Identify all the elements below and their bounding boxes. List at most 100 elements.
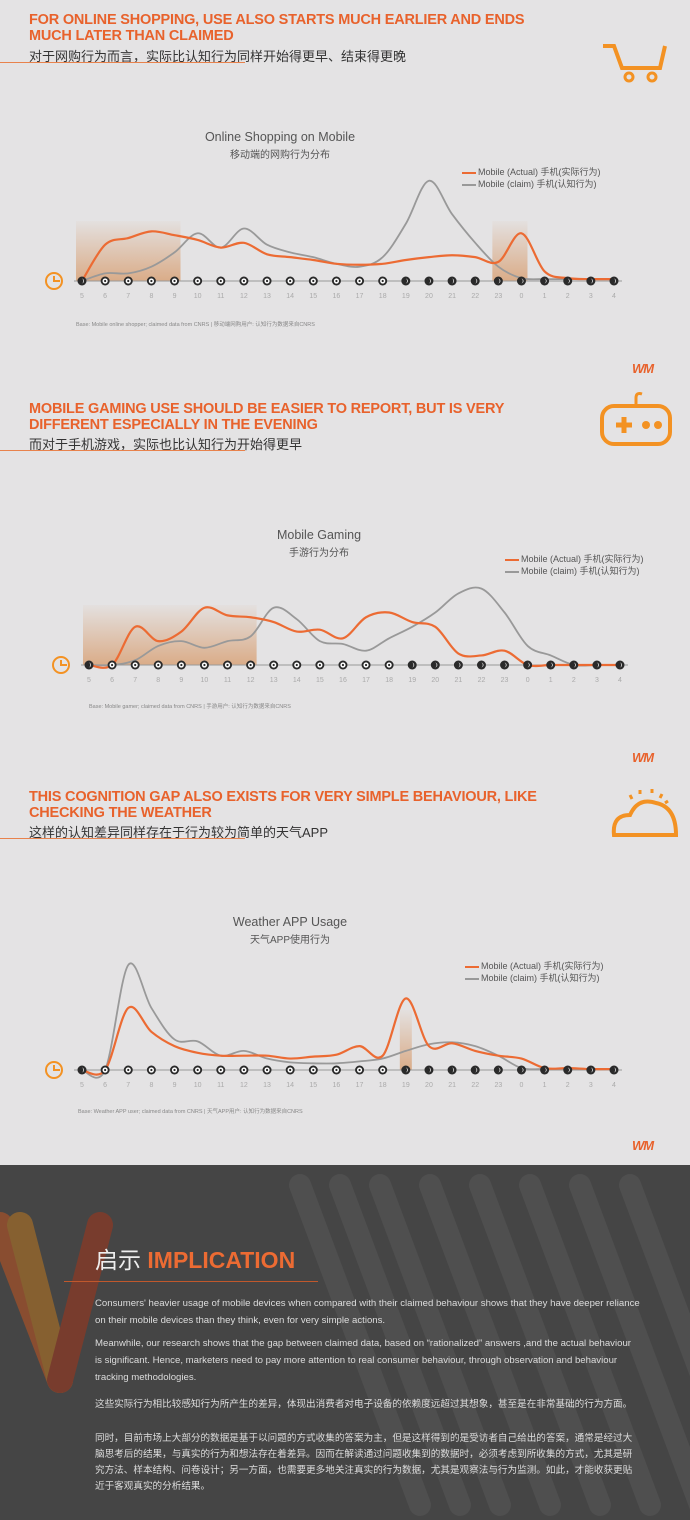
x-tick-label: 22	[471, 1082, 479, 1089]
x-tick-label: 5	[80, 1082, 84, 1089]
moon-marker-icon	[567, 1067, 570, 1073]
x-tick-label: 6	[103, 293, 107, 300]
moon-marker-icon	[457, 662, 461, 668]
x-tick-label: 14	[286, 1082, 294, 1089]
sun-marker-icon	[127, 1068, 130, 1072]
chart-3-title: Weather APP Usage 天气APP使用行为	[232, 915, 348, 946]
moon-marker-icon	[77, 276, 87, 286]
x-tick-label: 20	[425, 293, 433, 300]
sun-cloud-icon	[611, 789, 679, 837]
x-tick-label: 0	[526, 677, 530, 684]
x-tick-label: 14	[293, 677, 301, 684]
chart-2-title: Mobile Gaming 手游行为分布	[276, 528, 362, 559]
x-tick-label: 17	[356, 1082, 364, 1089]
moon-marker-icon	[401, 1065, 411, 1075]
x-tick-label: 8	[149, 293, 153, 300]
paragraph: Meanwhile, our research shows that the g…	[95, 1338, 631, 1383]
moon-marker-icon	[586, 1065, 596, 1075]
highlight-region	[492, 221, 528, 281]
wm-logo: WM	[632, 1138, 654, 1153]
moon-marker-icon	[500, 660, 510, 670]
moon-marker-icon	[596, 662, 599, 668]
x-tick-label: 13	[263, 293, 271, 300]
moon-marker-icon	[544, 278, 547, 284]
moon-marker-icon	[77, 1065, 87, 1075]
moon-marker-icon	[540, 1065, 550, 1075]
sun-marker-icon	[312, 279, 315, 283]
x-tick-label: 6	[110, 677, 114, 684]
x-tick-label: 15	[316, 677, 324, 684]
moon-marker-icon	[430, 660, 440, 670]
moon-marker-icon	[470, 276, 480, 286]
moon-marker-icon	[424, 276, 434, 286]
x-tick-label: 12	[240, 293, 248, 300]
x-tick-label: 9	[173, 293, 177, 300]
moon-marker-icon	[407, 660, 417, 670]
moon-marker-icon	[451, 278, 455, 284]
moon-marker-icon	[474, 1067, 478, 1073]
x-tick-label: 19	[402, 293, 410, 300]
moon-marker-icon	[88, 662, 91, 668]
x-tick-label: 17	[356, 293, 364, 300]
moon-marker-icon	[609, 276, 619, 286]
x-tick-label: 20	[425, 1082, 433, 1089]
sun-marker-icon	[196, 279, 199, 283]
moon-marker-icon	[470, 1065, 480, 1075]
x-tick-label: 13	[263, 1082, 271, 1089]
moon-marker-icon	[493, 1065, 503, 1075]
background-pattern	[0, 1174, 690, 1516]
x-tick-label: 7	[133, 677, 137, 684]
moon-marker-icon	[615, 660, 625, 670]
moon-marker-icon	[619, 662, 622, 668]
moon-marker-icon	[434, 662, 438, 668]
x-tick-label: 6	[103, 1082, 107, 1089]
x-tick-label: 7	[126, 293, 130, 300]
implication-panel: 启示 IMPLICATION Consumers' heavier usage …	[0, 1165, 690, 1520]
moon-marker-icon	[428, 278, 431, 284]
moon-marker-icon	[401, 276, 411, 286]
chart-1-legend: Mobile (Actual) 手机(实际行为) Mobile (claim) 手…	[462, 166, 601, 190]
sun-marker-icon	[364, 663, 368, 667]
moon-marker-icon	[520, 1067, 524, 1073]
moon-marker-icon	[451, 1067, 455, 1073]
moon-marker-icon	[563, 276, 573, 286]
wm-logo: WM	[632, 361, 654, 376]
sun-marker-icon	[295, 663, 298, 667]
moon-marker-icon	[550, 662, 553, 668]
moon-marker-icon	[516, 276, 526, 286]
chart-1-plot: 5 6 7 8 9 10 11 12 13 14 15 16 17 18 19 20 21 22 23 0 1 2 3 4	[45, 179, 622, 300]
moon-marker-icon	[474, 278, 478, 284]
moon-marker-icon	[573, 662, 576, 668]
x-tick-label: 21	[448, 1082, 456, 1089]
x-tick-label: 2	[572, 677, 576, 684]
series-actual-line	[81, 230, 615, 282]
chart-2-legend: Mobile (Actual) 手机(实际行为) Mobile (claim) 手…	[505, 553, 644, 577]
x-tick-label: 13	[270, 677, 278, 684]
x-tick-label: 0	[520, 1082, 524, 1089]
sun-marker-icon	[388, 663, 391, 667]
section-3-subtitle: 这样的认知差异同样存在于行为较为简单的天气APP	[29, 825, 329, 840]
chart-3-legend: Mobile (Actual) 手机(实际行为) Mobile (claim) 手…	[465, 960, 604, 984]
chart-1-title: Online Shopping on Mobile 移动端的网购行为分布	[204, 130, 356, 161]
moon-marker-icon	[586, 276, 596, 286]
x-tick-label: 22	[478, 677, 486, 684]
divider	[64, 1281, 318, 1282]
x-tick-label: 10	[201, 677, 209, 684]
sun-marker-icon	[341, 663, 345, 667]
divider	[0, 62, 245, 63]
x-tick-label: 1	[543, 1082, 547, 1089]
moon-marker-icon	[540, 276, 550, 286]
moon-marker-icon	[520, 278, 524, 284]
x-tick-label: 5	[80, 293, 84, 300]
x-tick-label: 7	[126, 1082, 130, 1089]
sun-marker-icon	[242, 1068, 246, 1072]
moon-marker-icon	[523, 660, 533, 670]
sun-marker-icon	[265, 1068, 269, 1072]
x-tick-label: 18	[379, 293, 387, 300]
x-tick-label: 23	[494, 1082, 502, 1089]
sun-marker-icon	[196, 1068, 199, 1072]
x-tick-label: 1	[549, 677, 553, 684]
moon-marker-icon	[567, 278, 570, 284]
x-tick-label: 4	[618, 677, 622, 684]
highlight-region	[83, 605, 257, 665]
